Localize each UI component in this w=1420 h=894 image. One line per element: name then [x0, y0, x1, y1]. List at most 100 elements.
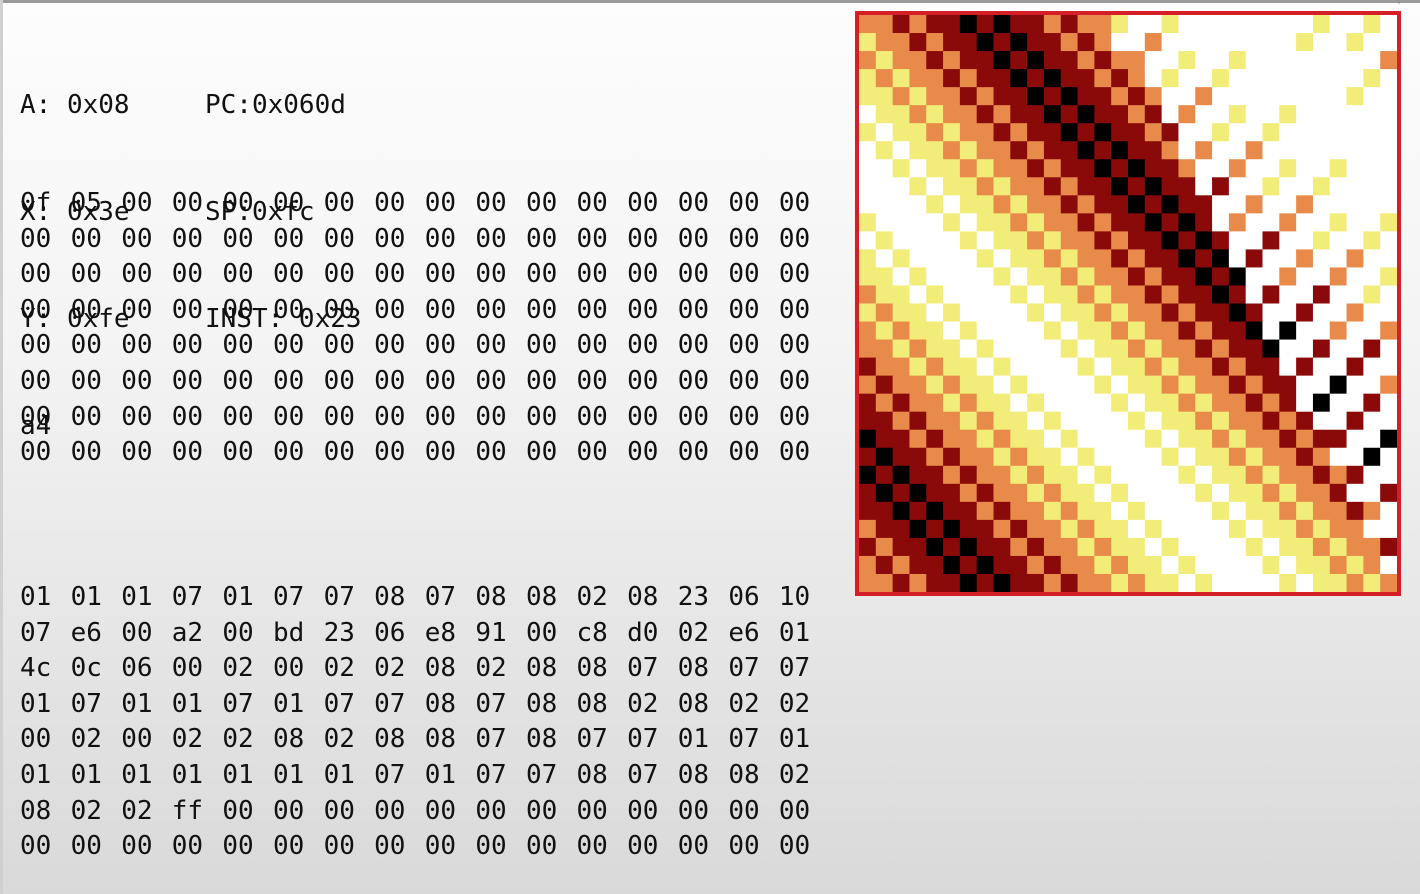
screen-pixel [1128, 375, 1146, 395]
screen-pixel [875, 573, 894, 592]
screen-pixel [943, 447, 961, 467]
memory-byte: 01 [171, 759, 204, 790]
screen-pixel [1043, 555, 1062, 575]
screen-pixel [1144, 267, 1163, 286]
screen-pixel [875, 339, 894, 359]
screen-pixel [1144, 357, 1163, 377]
screen-pixel [1094, 321, 1112, 341]
screen-pixel [1010, 141, 1028, 160]
screen-pixel [1128, 159, 1146, 178]
screen-pixel [959, 231, 978, 250]
screen-pixel [993, 321, 1011, 341]
screen-pixel [1380, 465, 1397, 485]
screen-pixel [875, 447, 894, 467]
memory-byte: 07 [70, 688, 102, 719]
screen-pixel [1128, 411, 1146, 431]
screen-pixel [926, 303, 944, 323]
memory-byte: 00 [171, 223, 204, 254]
screen-pixel [1228, 537, 1247, 557]
screen-pixel [1363, 339, 1381, 359]
memory-byte: 07 [475, 724, 507, 755]
screen-pixel [976, 537, 994, 557]
screen-pixel [976, 105, 994, 124]
screen-pixel [943, 267, 961, 286]
memory-byte: 00 [374, 831, 406, 862]
screen-pixel [993, 51, 1011, 70]
screen-pixel [1380, 123, 1397, 142]
screen-pixel [1329, 123, 1348, 142]
screen-pixel [1077, 447, 1095, 467]
memory-byte: 00 [374, 259, 406, 290]
screen-pixel [1077, 537, 1095, 557]
screen-pixel [1245, 429, 1263, 449]
screen-pixel [926, 15, 944, 34]
memory-byte: 00 [576, 294, 608, 325]
screen-pixel [1228, 465, 1247, 485]
screen-pixel [875, 141, 894, 160]
screen-pixel [1178, 267, 1196, 286]
screen-pixel [859, 87, 877, 106]
screen-pixel [1228, 339, 1247, 359]
screen-pixel [1060, 249, 1079, 268]
screen-pixel [1094, 33, 1112, 52]
screen-pixel [1380, 15, 1397, 34]
screen-pixel [1380, 393, 1397, 413]
memory-row: 00 00 00 00 00 00 00 00 00 00 00 00 00 00 00 00 [20, 435, 830, 471]
memory-byte: 07 [627, 724, 659, 755]
screen-pixel [1094, 249, 1112, 268]
memory-byte: 08 [374, 582, 406, 612]
screen-pixel [1228, 357, 1247, 377]
screen-pixel [1329, 15, 1348, 34]
screen-pixel [993, 573, 1011, 592]
memory-byte: 00 [171, 437, 204, 468]
screen-pixel [1245, 447, 1263, 467]
screen-pixel [1279, 69, 1297, 88]
memory-byte: 00 [121, 365, 153, 396]
screen-pixel [959, 285, 978, 304]
screen-pixel [1380, 177, 1397, 196]
screen-pixel [892, 483, 910, 503]
screen-pixel [1128, 429, 1146, 449]
screen-pixel [1312, 231, 1331, 250]
screen-pixel [1262, 141, 1280, 160]
screen-pixel [959, 429, 978, 449]
screen-pixel [1043, 159, 1062, 178]
memory-byte: 08 [525, 582, 558, 612]
screen-pixel [1077, 375, 1095, 395]
screen-pixel [1043, 483, 1062, 503]
screen-pixel [1178, 15, 1196, 34]
screen-pixel [1262, 303, 1280, 323]
screen-pixel [943, 231, 961, 250]
screen-pixel [1329, 87, 1348, 106]
screen-pixel [926, 285, 944, 304]
memory-byte: 02 [374, 653, 406, 684]
memory-byte: 00 [171, 365, 204, 396]
screen-pixel [993, 123, 1011, 142]
screen-pixel [1195, 123, 1213, 142]
memory-byte: 08 [424, 724, 457, 755]
screen-pixel [1144, 537, 1163, 557]
corner-mark: · [1395, 0, 1402, 9]
screen-pixel [1245, 555, 1263, 575]
memory-row: 00 00 00 00 00 00 00 00 00 00 00 00 00 00 00 00 [20, 293, 830, 329]
screen-pixel [1094, 141, 1112, 160]
register-a: A: 0x08 [20, 90, 130, 121]
screen-pixel [1245, 249, 1263, 268]
screen-pixel [959, 267, 978, 286]
screen-pixel [1363, 15, 1381, 34]
memory-byte: 00 [778, 188, 811, 218]
screen-pixel [1060, 159, 1079, 178]
screen-pixel [1161, 213, 1179, 232]
screen-pixel [909, 231, 927, 250]
screen-pixel [976, 519, 994, 539]
screen-pixel [1279, 375, 1297, 395]
screen-pixel [1346, 177, 1364, 196]
screen-pixel [892, 141, 910, 160]
screen-pixel [1212, 411, 1230, 431]
screen-pixel [1144, 411, 1163, 431]
screen-pixel [1077, 555, 1095, 575]
screen-pixel [1128, 15, 1146, 34]
memory-byte: 00 [121, 617, 153, 648]
screen-pixel [993, 519, 1011, 539]
screen-pixel [1060, 123, 1079, 142]
